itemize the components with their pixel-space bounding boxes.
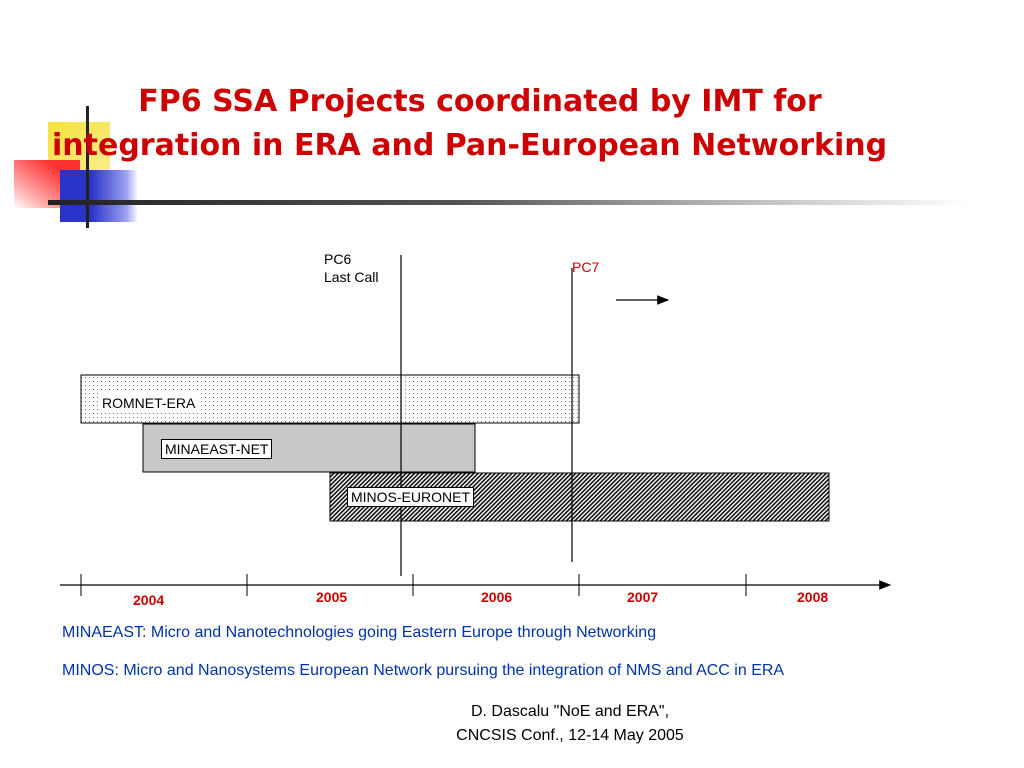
logo-blue-block bbox=[60, 170, 138, 222]
pc6-label: PC6 Last Call bbox=[324, 250, 378, 286]
year-label: 2004 bbox=[133, 592, 165, 608]
year-label: 2007 bbox=[627, 589, 659, 605]
title-line-2: integration in ERA and Pan-European Netw… bbox=[52, 128, 888, 163]
slide-title: FP6 SSA Projects coordinated by IMT for … bbox=[0, 80, 960, 168]
year-label: 2006 bbox=[481, 589, 513, 605]
project-label-romnet-era: ROMNET-ERA bbox=[98, 393, 200, 413]
footer-line-2: CNCSIS Conf., 12-14 May 2005 bbox=[456, 727, 684, 744]
project-label-minaeast-net: MINAEAST-NET bbox=[161, 439, 273, 459]
year-label: 2008 bbox=[797, 589, 829, 605]
pc7-label: PC7 bbox=[572, 259, 600, 275]
title-line-1: FP6 SSA Projects coordinated by IMT for bbox=[138, 84, 822, 119]
project-label-minos-euronet: MINOS-EURONET bbox=[347, 487, 474, 507]
title-underline bbox=[48, 200, 968, 205]
year-label: 2005 bbox=[316, 589, 348, 605]
definition-minos: MINOS: Micro and Nanosystems European Ne… bbox=[62, 662, 785, 679]
footer-citation: D. Dascalu "NoE and ERA", CNCSIS Conf., … bbox=[420, 700, 720, 748]
pc6-label-line-2: Last Call bbox=[324, 269, 379, 285]
logo-vertical-line bbox=[86, 106, 89, 228]
definition-minaeast: MINAEAST: Micro and Nanotechnologies goi… bbox=[62, 624, 657, 641]
footer-line-1: D. Dascalu "NoE and ERA", bbox=[470, 703, 670, 720]
pc6-label-line-1: PC6 bbox=[324, 251, 352, 267]
